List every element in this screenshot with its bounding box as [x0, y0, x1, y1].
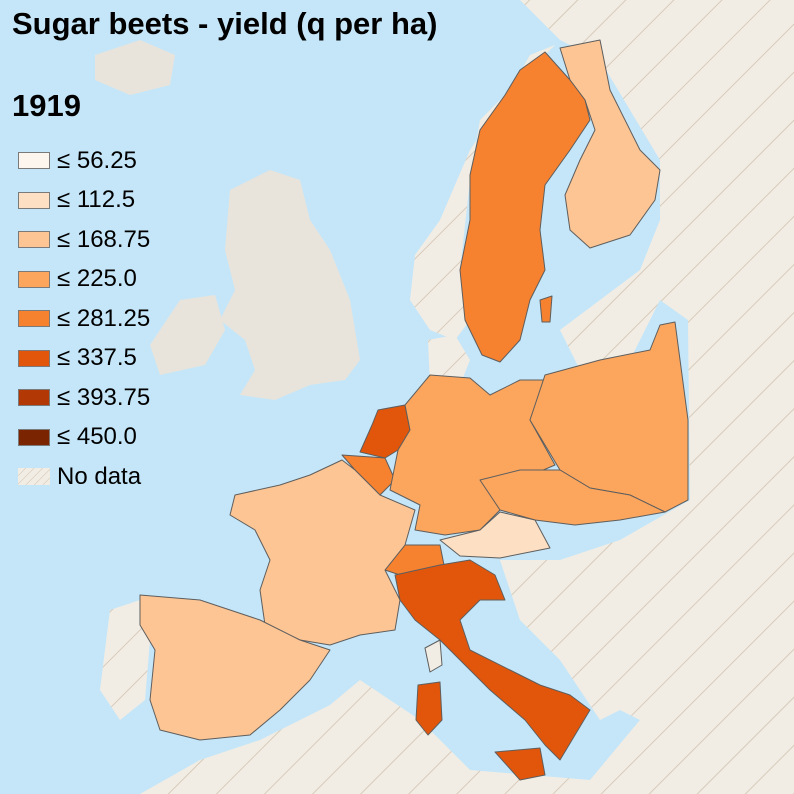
legend-item-no-data: No data [18, 457, 150, 497]
region-spain [139, 594, 331, 741]
region-czechoslovakia [479, 469, 666, 526]
no-data-corsica [424, 639, 443, 673]
region-sweden [459, 51, 591, 363]
region-sweden-gotland [539, 295, 553, 323]
legend-label-no-data: No data [57, 462, 142, 490]
legend-item: ≤ 112.5 [18, 181, 150, 221]
no-data-land-balkans [500, 560, 640, 720]
no-data-land-norway [410, 45, 555, 340]
legend-label: ≤ 168.75 [57, 225, 151, 253]
no-data-land-east [140, 0, 794, 794]
legend-label: ≤ 56.25 [57, 146, 137, 174]
legend-item: ≤ 337.5 [18, 339, 150, 379]
legend-swatch-no-data [18, 468, 50, 486]
region-italy-sardinia [415, 681, 443, 736]
legend-label: ≤ 450.0 [57, 423, 137, 451]
no-data-land-uk [220, 170, 360, 400]
region-italy-sicily [494, 747, 546, 781]
map-title: Sugar beets - yield (q per ha) [12, 6, 438, 41]
no-data-land-denmark [428, 335, 470, 385]
legend-label: ≤ 112.5 [57, 186, 136, 214]
legend-item: ≤ 168.75 [18, 220, 150, 260]
legend-item: ≤ 56.25 [18, 141, 150, 181]
legend-label: ≤ 281.25 [57, 304, 151, 332]
legend-swatch [18, 310, 50, 328]
legend-label: ≤ 337.5 [57, 344, 137, 372]
map-year: 1919 [12, 88, 81, 123]
no-data-land-ireland [150, 295, 225, 375]
region-italy [394, 559, 591, 761]
legend-swatch [18, 428, 50, 446]
legend-item: ≤ 225.0 [18, 260, 150, 300]
region-france [229, 459, 416, 646]
legend-item: ≤ 281.25 [18, 299, 150, 339]
region-germany [389, 374, 556, 536]
legend-swatch [18, 270, 50, 288]
legend-swatch [18, 231, 50, 249]
legend-item: ≤ 393.75 [18, 378, 150, 418]
legend-label: ≤ 393.75 [57, 383, 151, 411]
legend-label: ≤ 225.0 [57, 265, 137, 293]
region-austria [439, 511, 551, 559]
legend-swatch [18, 349, 50, 367]
legend-swatch [18, 191, 50, 209]
legend-swatch [18, 152, 50, 170]
legend: ≤ 56.25 ≤ 112.5 ≤ 168.75 ≤ 225.0 ≤ 281.2… [18, 141, 150, 497]
no-data-land-iceland [95, 40, 175, 95]
region-finland [559, 39, 661, 249]
legend-swatch [18, 389, 50, 407]
no-data-land-portugal [100, 600, 150, 720]
region-belgium [341, 454, 396, 496]
legend-item: ≤ 450.0 [18, 418, 150, 458]
